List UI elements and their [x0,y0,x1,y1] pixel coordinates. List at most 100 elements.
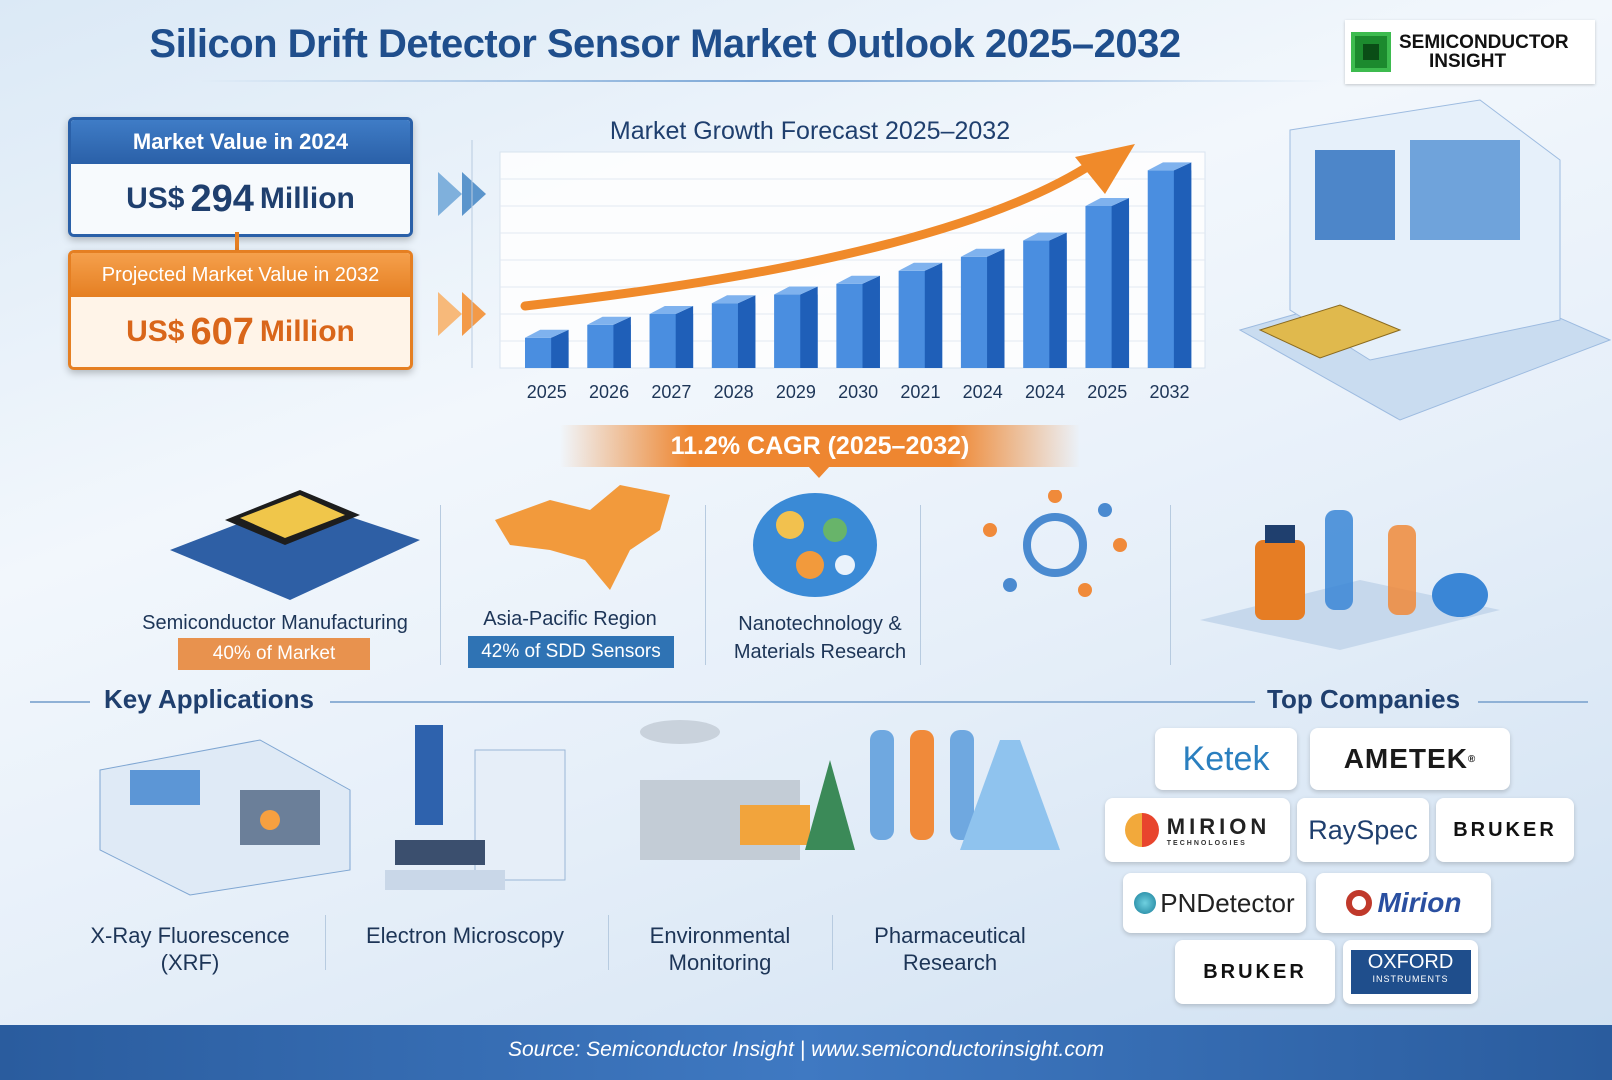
page-title: Silicon Drift Detector Sensor Market Out… [149,22,1181,66]
divider [1170,505,1171,665]
segment-label: Semiconductor Manufacturing [142,612,408,634]
bar-side [800,286,818,368]
card-label: Market Value in 2024 [71,120,410,164]
company-name: PNDetector [1160,887,1295,918]
segment-badge: 42% of SDD Sensors [468,636,674,668]
application-label-line: (XRF) [160,950,220,975]
x-tick-label: 2025 [527,382,567,402]
value: 294 [190,177,254,220]
x-tick-label: 2032 [1149,382,1189,402]
divider [440,505,441,665]
registered-mark: ® [1467,753,1477,765]
company-name: MIRION [1166,813,1271,839]
x-tick-label: 2024 [1025,382,1065,402]
bar-side [551,329,569,368]
application-label-line: X-Ray Fluorescence [90,923,290,948]
arrow-right-icon [438,172,462,216]
bar-side [1173,162,1192,368]
value: 607 [190,310,254,353]
semiconductor-equipment-illustration [1238,99,1612,421]
factory-icon [640,720,1060,860]
trend-arrow [520,157,1100,311]
xrf-analyzer-icon [99,739,351,896]
section-rule [30,701,90,703]
bar-top [960,248,1005,257]
segment-badge: 40% of Market [178,638,370,670]
segment-label-line: Materials Research [733,641,907,663]
cagr-pointer [808,466,830,478]
bar-side [1049,232,1067,368]
company-logo-rayspec: RaySpec [1297,798,1429,862]
mirion-swoosh-icon [1345,890,1372,916]
top-companies-heading: Top Companies [1267,684,1461,714]
currency: US$ [126,182,185,215]
company-name: AMETEK [1343,743,1468,774]
application-label-line: Research [902,950,998,975]
cagr-banner: 11.2% CAGR (2025–2032) [560,425,1080,467]
logo-chip-icon [1351,32,1391,72]
section-rule [1478,701,1588,703]
application-label: Environmental Monitoring [610,922,830,976]
arrow-right-icon [462,172,486,216]
arrow-right-icon [438,292,462,336]
x-tick-label: 2024 [963,382,1003,402]
molecule-icon [983,490,1127,597]
pndetector-logo-icon [1134,892,1157,914]
bar-side [862,275,880,368]
x-tick-label: 2029 [776,382,816,402]
chart-title: Market Growth Forecast 2025–2032 [609,117,1011,145]
brand-logo: SEMICONDUCTOR INSIGHT [1345,20,1595,84]
company-name: Mirion [1377,887,1462,918]
application-label-line: Pharmaceutical [874,923,1026,948]
bar-top [774,286,818,295]
bar-top [525,329,569,338]
company-name: OXFORD [1367,951,1454,973]
x-tick-label: 2025 [1087,382,1127,402]
microscope-icon [385,725,566,890]
company-subtitle: INSTRUMENTS [1372,974,1449,984]
x-tick-label: 2021 [900,382,940,402]
application-label: Electron Microscopy [340,922,590,949]
bar-side [613,316,631,368]
chip-icon [170,490,420,600]
card-connector [235,232,239,252]
title-divider [200,80,1330,82]
bar-top [711,295,756,304]
x-tick-label: 2028 [714,382,754,402]
section-rule [330,701,1250,703]
logo-line1: SEMICONDUCTOR [1399,32,1569,53]
application-label-line: Environmental [649,923,791,948]
market-value-2024-card: Market Value in 2024 US$ 294 Million [68,117,413,237]
bar-side [987,248,1005,368]
bar-top [649,306,694,314]
company-logo-ketek: Ketek [1155,728,1297,790]
test-tubes-icon [870,730,1060,850]
bar-top [898,262,943,271]
company-logo-mirion: Mirion [1316,873,1491,933]
unit: Million [259,315,355,348]
projected-value-2032-card: Projected Market Value in 2032 US$ 607 Mil… [68,250,413,370]
application-label: X-Ray Fluorescence (XRF) [60,922,320,976]
company-logo-mirion-technologies: MIRION TECHNOLOGIES [1105,798,1290,862]
bar-top [1147,162,1192,171]
company-logo-oxford-instruments: OXFORD INSTRUMENTS [1343,940,1478,1004]
bar-top [836,275,880,284]
bar-side [675,306,694,368]
divider [832,915,833,970]
company-logo-pndetector: PNDetector [1123,873,1306,933]
application-label-line: Electron Microscopy [365,923,565,948]
logo-line2: INSIGHT [1429,51,1507,72]
arrow-right-icon [462,292,486,336]
card-label: Projected Market Value in 2032 [71,253,410,297]
divider [920,505,921,665]
footer-source: Source: Semiconductor Insight | www.semi… [0,1025,1612,1080]
divider [608,915,609,970]
growth-bar-chart: 2025 2026 2027 2028 2029 2030 2021 2024 2024 2025… [471,140,1206,402]
segment-label: Nanotechnology & Materials Research [715,610,925,666]
bar-top [587,316,631,325]
divider [705,505,706,665]
bar-top [1085,198,1130,206]
key-applications-heading: Key Applications [104,684,314,714]
bar-side [1111,198,1130,368]
section-rule [1175,701,1255,703]
